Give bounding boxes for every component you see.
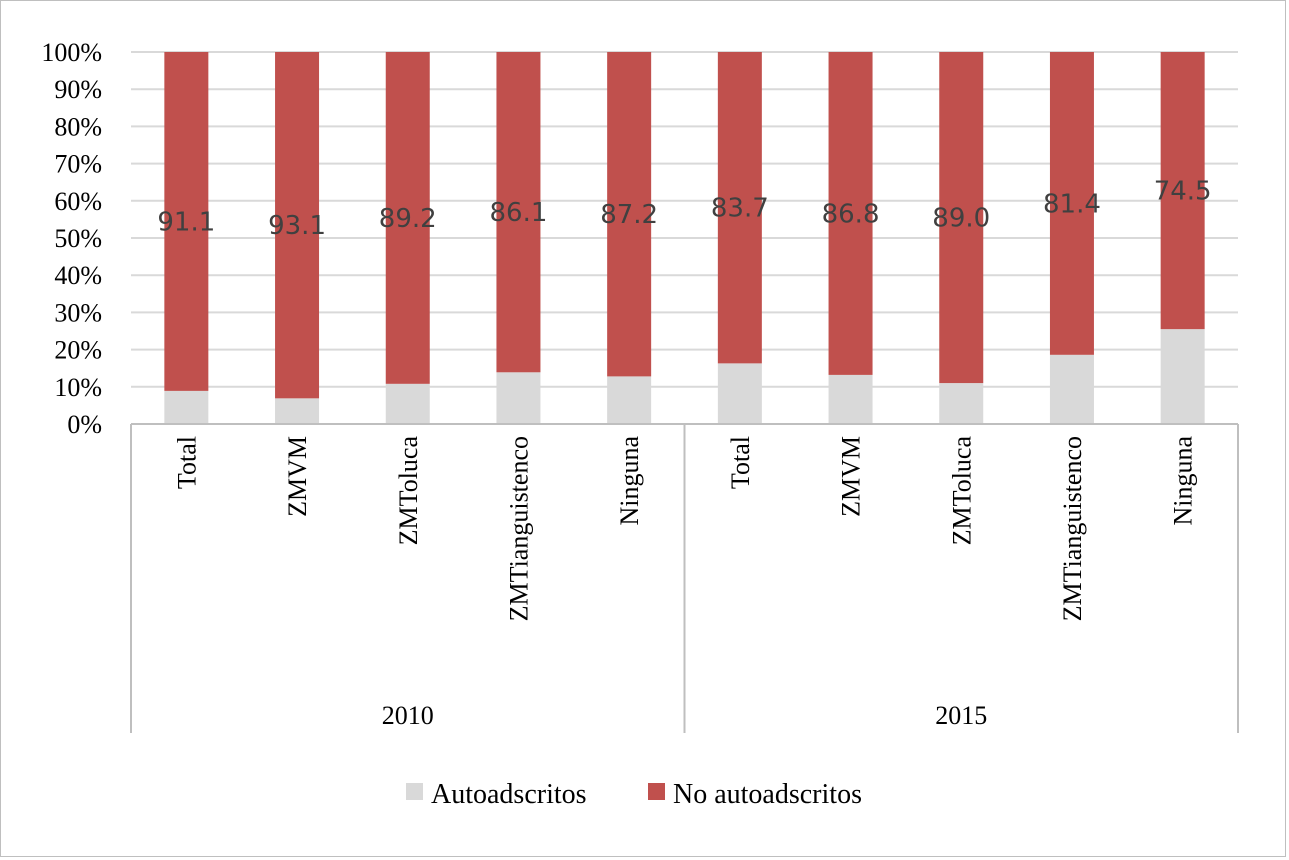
- legend-label: No autoadscritos: [673, 779, 862, 810]
- bar-no-autoadscritos: [385, 52, 430, 384]
- bar-autoadscritos: [164, 390, 209, 424]
- data-label: 89.2: [379, 204, 437, 234]
- legend-swatch: [406, 783, 423, 800]
- bar-autoadscritos: [385, 383, 430, 424]
- data-label: 86.1: [490, 198, 548, 228]
- y-tick-label: 70%: [54, 150, 102, 179]
- legend-label: Autoadscritos: [431, 779, 587, 810]
- legend-swatch: [648, 783, 665, 800]
- y-tick-label: 100%: [41, 38, 102, 67]
- bars: [164, 52, 1205, 424]
- data-label: 81.4: [1043, 189, 1101, 219]
- group-label: 2015: [935, 701, 987, 730]
- bar-no-autoadscritos: [164, 52, 209, 391]
- y-tick-label: 90%: [54, 75, 102, 104]
- category-label: ZMToluca: [947, 436, 976, 546]
- y-tick-label: 20%: [54, 336, 102, 365]
- y-tick-label: 40%: [54, 261, 102, 290]
- y-tick-label: 0%: [67, 410, 102, 439]
- bar-autoadscritos: [1049, 354, 1094, 424]
- data-label: 87.2: [600, 200, 658, 230]
- bar-autoadscritos: [1160, 329, 1205, 424]
- legend: Autoadscritos No autoadscritos: [406, 779, 862, 810]
- category-label: ZMVM: [283, 436, 312, 517]
- data-label: 91.1: [157, 207, 215, 237]
- bar-autoadscritos: [939, 383, 984, 424]
- category-label: Ninguna: [1169, 436, 1198, 526]
- bar-no-autoadscritos: [275, 52, 320, 399]
- y-tick-label: 30%: [54, 298, 102, 327]
- y-tick-label: 50%: [54, 224, 102, 253]
- bar-no-autoadscritos: [939, 52, 984, 384]
- category-label: ZMTianguistenco: [504, 436, 533, 621]
- bar-no-autoadscritos: [1160, 52, 1205, 330]
- category-label: Ninguna: [615, 436, 644, 526]
- category-label: ZMVM: [837, 436, 866, 517]
- data-label: 89.0: [932, 204, 990, 234]
- y-tick-label: 60%: [54, 187, 102, 216]
- group-label: 2010: [382, 701, 434, 730]
- category-label: Total: [726, 436, 755, 489]
- y-axis-ticks: 0% 10% 20% 30% 40% 50% 60% 70% 80% 90% 100%: [41, 38, 102, 439]
- y-tick-label: 10%: [54, 373, 102, 402]
- category-label: Total: [172, 436, 201, 489]
- bar-no-autoadscritos: [1049, 52, 1094, 355]
- bar-autoadscritos: [275, 398, 320, 424]
- bar-no-autoadscritos: [496, 52, 541, 373]
- x-axis: Total ZMVM ZMToluca ZMTianguistenco Ninguna T…: [130, 423, 1239, 733]
- data-label: 86.8: [822, 199, 880, 229]
- data-label: 93.1: [268, 211, 326, 241]
- bar-no-autoadscritos: [607, 52, 652, 377]
- bar-no-autoadscritos: [717, 52, 762, 364]
- data-labels: 91.1 93.1 89.2 86.1 87.2 83.7 86.8 89.0 81.4 74.5: [157, 177, 1211, 242]
- category-label: ZMToluca: [394, 436, 423, 546]
- bar-autoadscritos: [607, 376, 652, 424]
- y-tick-label: 80%: [54, 112, 102, 141]
- category-label: ZMTianguistenco: [1058, 436, 1087, 621]
- bar-autoadscritos: [496, 372, 541, 424]
- data-label: 74.5: [1154, 177, 1212, 207]
- bar-autoadscritos: [828, 374, 873, 424]
- bar-autoadscritos: [717, 363, 762, 424]
- data-label: 83.7: [711, 194, 769, 224]
- bar-no-autoadscritos: [828, 52, 873, 375]
